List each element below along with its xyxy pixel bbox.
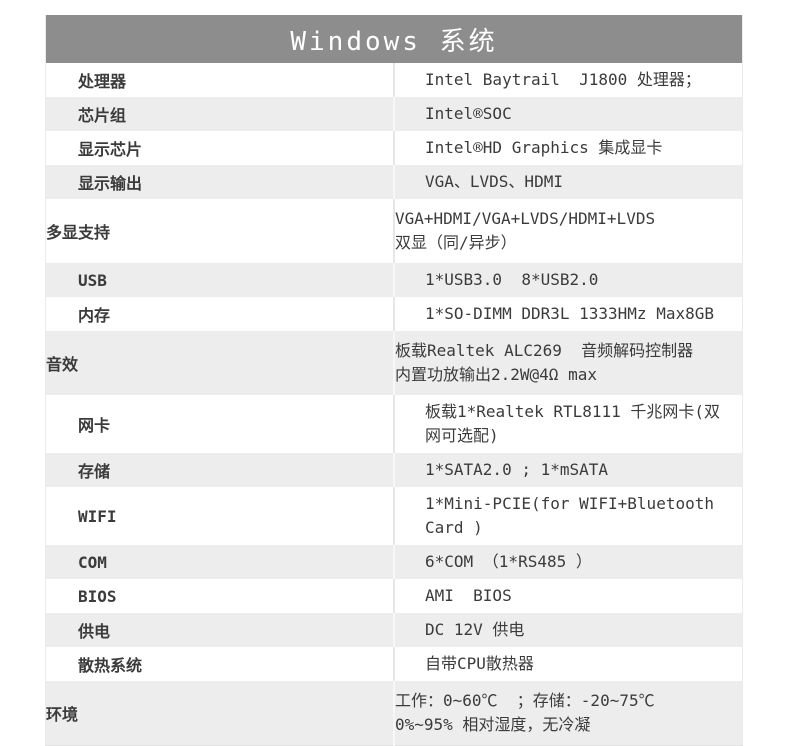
spec-value-line: Intel®HD Graphics 集成显卡 [425, 138, 663, 157]
spec-label: COM [45, 545, 395, 579]
spec-table-body: 处理器 Intel Baytrail J1800 处理器； 芯片组 Intel®SOC… [45, 63, 743, 746]
spec-value: 6*COM （1*RS485 ） [394, 545, 743, 579]
spec-value: 1*SO-DIMM DDR3L 1333HMz Max8GB [394, 297, 743, 331]
spec-value-line: AMI BIOS [425, 586, 512, 605]
spec-value: Intel®SOC [394, 97, 743, 131]
table-row: BIOS AMI BIOS [45, 579, 743, 613]
table-row: 音效 板载Realtek ALC269 音频解码控制器 内置功放输出2.2W@4Ω … [45, 331, 743, 395]
spec-value-line: 1*SATA2.0 ; 1*mSATA [425, 460, 609, 479]
spec-label: USB [45, 263, 395, 297]
spec-value-line: 0%~95% 相对湿度，无冷凝 [395, 715, 591, 734]
spec-label: BIOS [45, 579, 395, 613]
spec-label: 芯片组 [45, 97, 395, 131]
table-row: 存储 1*SATA2.0 ; 1*mSATA [45, 453, 743, 487]
spec-value: 板载Realtek ALC269 音频解码控制器 内置功放输出2.2W@4Ω ma… [394, 331, 743, 395]
spec-value-line: 1*USB3.0 8*USB2.0 [425, 270, 599, 289]
spec-label: 处理器 [45, 63, 395, 97]
table-row: COM 6*COM （1*RS485 ） [45, 545, 743, 579]
spec-value: Intel Baytrail J1800 处理器； [394, 63, 743, 97]
spec-label: 供电 [45, 613, 395, 647]
spec-value-line: 板载1*Realtek RTL8111 千兆网卡(双网可选配) [425, 402, 721, 445]
spec-label: 内存 [45, 297, 395, 331]
table-row: 芯片组 Intel®SOC [45, 97, 743, 131]
spec-value-line: VGA、LVDS、HDMI [425, 172, 563, 191]
spec-value: 工作：0~60℃ ；存储：-20~75℃ 0%~95% 相对湿度，无冷凝 [394, 681, 743, 746]
spec-table: Windows 系统 处理器 Intel Baytrail J1800 处理器； 芯… [45, 15, 743, 746]
spec-value: 自带CPU散热器 [394, 647, 743, 681]
spec-value-line: 板载Realtek ALC269 音频解码控制器 [395, 341, 694, 360]
spec-label: 多显支持 [45, 199, 395, 263]
spec-value: 1*SATA2.0 ; 1*mSATA [394, 453, 743, 487]
spec-value-line: DC 12V 供电 [425, 620, 525, 639]
spec-value-line: 双显（同/异步） [395, 233, 517, 252]
spec-label: 散热系统 [45, 647, 395, 681]
spec-value: VGA+HDMI/VGA+LVDS/HDMI+LVDS 双显（同/异步） [394, 199, 743, 263]
table-row: 环境 工作：0~60℃ ；存储：-20~75℃ 0%~95% 相对湿度，无冷凝 [45, 681, 743, 746]
table-row: 多显支持 VGA+HDMI/VGA+LVDS/HDMI+LVDS 双显（同/异步） [45, 199, 743, 263]
spec-value: AMI BIOS [394, 579, 743, 613]
spec-value: 1*Mini-PCIE(for WIFI+Bluetooth Card ) [394, 487, 743, 545]
spec-label: 网卡 [45, 395, 395, 453]
table-row: 供电 DC 12V 供电 [45, 613, 743, 647]
spec-value: VGA、LVDS、HDMI [394, 165, 743, 199]
table-title: Windows 系统 [45, 15, 743, 63]
spec-value-line: 自带CPU散热器 [425, 654, 534, 673]
spec-label: 显示芯片 [45, 131, 395, 165]
table-row: WIFI 1*Mini-PCIE(for WIFI+Bluetooth Card … [45, 487, 743, 545]
table-row: 显示芯片 Intel®HD Graphics 集成显卡 [45, 131, 743, 165]
spec-value-line: 1*SO-DIMM DDR3L 1333HMz Max8GB [425, 304, 714, 323]
spec-label: 存储 [45, 453, 395, 487]
spec-value: Intel®HD Graphics 集成显卡 [394, 131, 743, 165]
spec-value: DC 12V 供电 [394, 613, 743, 647]
table-row: 处理器 Intel Baytrail J1800 处理器； [45, 63, 743, 97]
spec-label: 音效 [45, 331, 395, 395]
table-row: 网卡 板载1*Realtek RTL8111 千兆网卡(双网可选配) [45, 395, 743, 453]
table-row: 内存 1*SO-DIMM DDR3L 1333HMz Max8GB [45, 297, 743, 331]
spec-value-line: 内置功放输出2.2W@4Ω max [395, 365, 597, 384]
spec-label: WIFI [45, 487, 395, 545]
spec-value-line: 1*Mini-PCIE(for WIFI+Bluetooth Card ) [425, 494, 724, 537]
spec-label: 显示输出 [45, 165, 395, 199]
spec-value-line: 6*COM （1*RS485 ） [425, 552, 592, 571]
table-row: USB 1*USB3.0 8*USB2.0 [45, 263, 743, 297]
spec-label: 环境 [45, 681, 395, 746]
table-header-row: Windows 系统 [45, 15, 743, 63]
table-row: 散热系统 自带CPU散热器 [45, 647, 743, 681]
spec-value-line: VGA+HDMI/VGA+LVDS/HDMI+LVDS [395, 209, 656, 228]
spec-value: 板载1*Realtek RTL8111 千兆网卡(双网可选配) [394, 395, 743, 453]
spec-value-line: Intel Baytrail J1800 处理器； [425, 70, 701, 89]
spec-value-line: 工作：0~60℃ ；存储：-20~75℃ [395, 691, 655, 710]
spec-value-line: Intel®SOC [425, 104, 512, 123]
spec-value: 1*USB3.0 8*USB2.0 [394, 263, 743, 297]
table-row: 显示输出 VGA、LVDS、HDMI [45, 165, 743, 199]
